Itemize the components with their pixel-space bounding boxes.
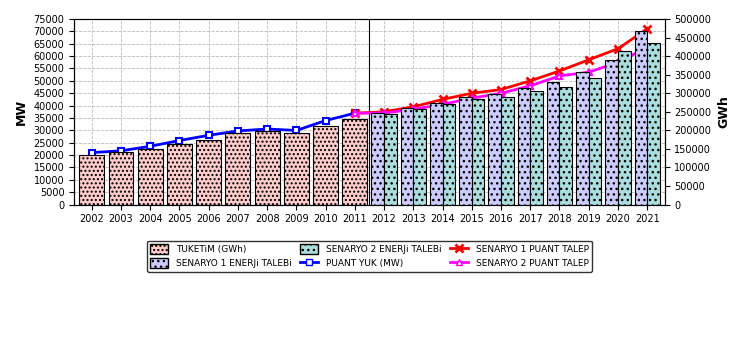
Bar xyxy=(443,104,455,205)
Bar xyxy=(559,86,572,205)
Bar xyxy=(576,72,589,205)
Bar xyxy=(384,114,396,205)
Bar xyxy=(547,82,559,205)
Bar xyxy=(618,50,630,205)
Bar xyxy=(501,97,513,205)
Y-axis label: GWh: GWh xyxy=(717,95,730,128)
Bar xyxy=(606,60,618,205)
Bar xyxy=(167,145,191,205)
Bar xyxy=(109,152,133,205)
Bar xyxy=(489,94,501,205)
Bar xyxy=(459,97,472,205)
Bar xyxy=(196,140,221,205)
Bar xyxy=(79,155,104,205)
Legend: TUKETiM (GWh), SENARYO 1 ENERJi TALEBi, SENARYO 2 ENERJi TALEBi, PUANT YUK (MW),: TUKETiM (GWh), SENARYO 1 ENERJi TALEBi, … xyxy=(147,241,592,272)
Bar xyxy=(138,149,162,205)
Bar xyxy=(530,91,543,205)
Bar xyxy=(430,103,443,205)
Bar xyxy=(413,109,426,205)
Bar xyxy=(635,31,647,205)
Bar xyxy=(401,108,413,205)
Bar xyxy=(284,133,308,205)
Y-axis label: MW: MW xyxy=(15,99,28,125)
Bar xyxy=(255,131,279,205)
Bar xyxy=(589,78,601,205)
Bar xyxy=(472,99,484,205)
Bar xyxy=(372,113,384,205)
Bar xyxy=(518,88,530,205)
Bar xyxy=(343,119,367,205)
Bar xyxy=(647,43,660,205)
Bar xyxy=(313,126,338,205)
Bar xyxy=(226,133,250,205)
